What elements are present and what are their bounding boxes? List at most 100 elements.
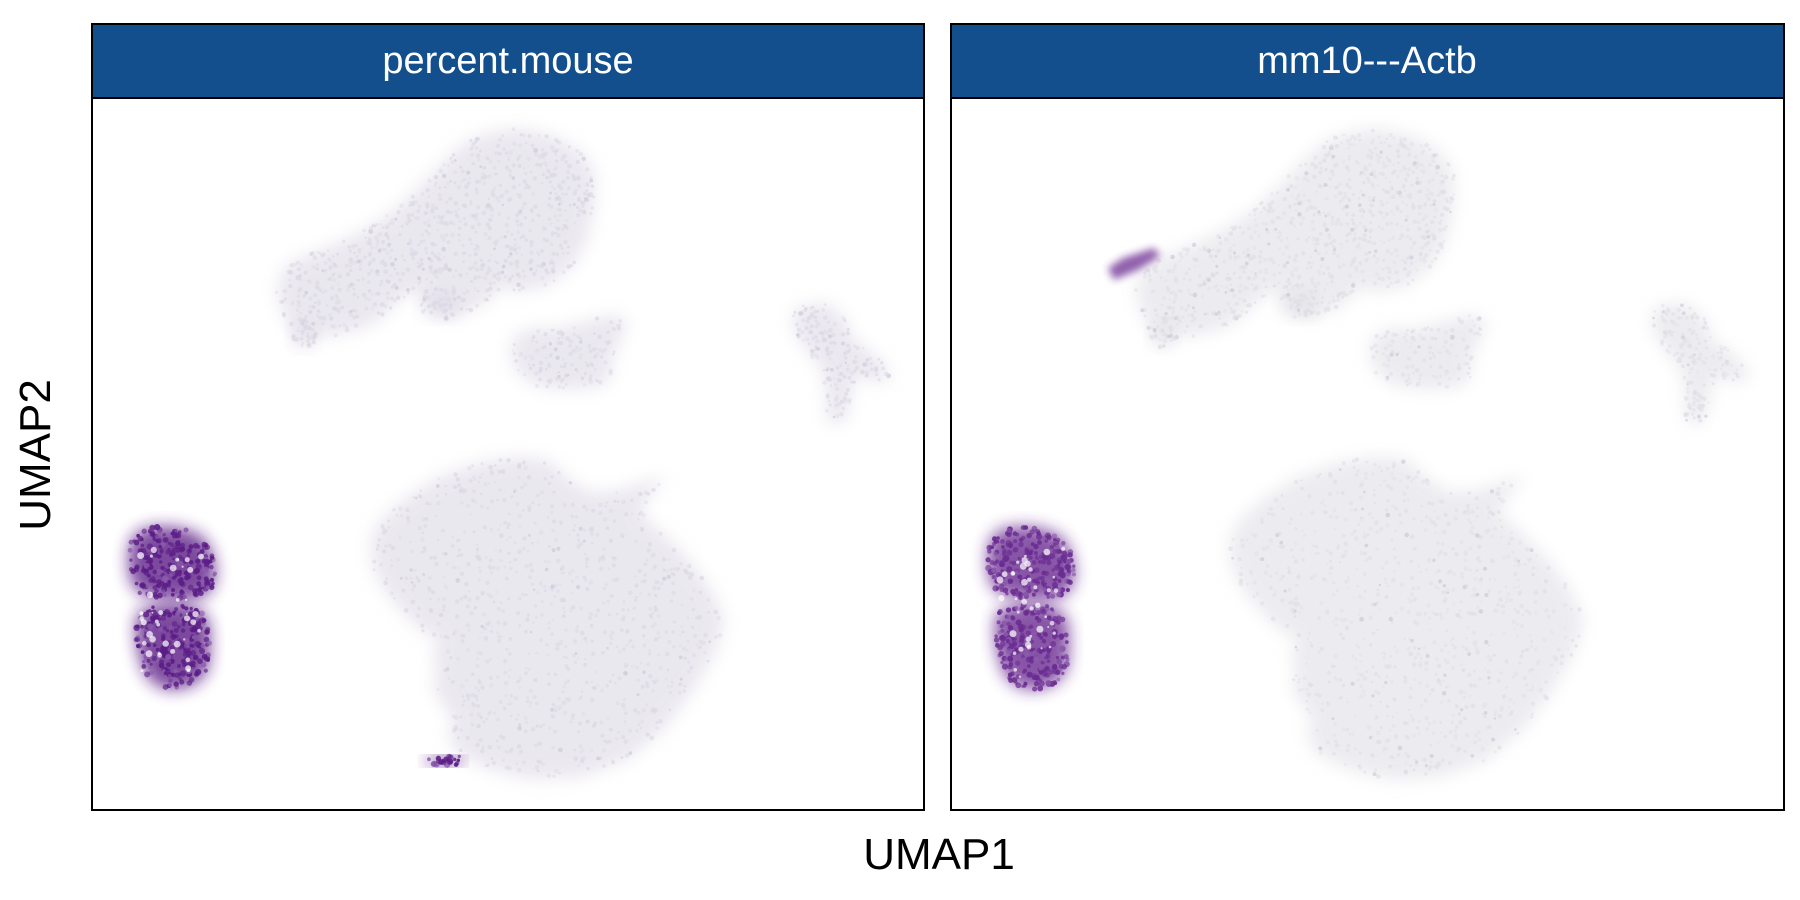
data-point (554, 148, 560, 153)
data-point (832, 322, 837, 327)
data-point (1380, 336, 1383, 340)
data-point (540, 276, 545, 281)
data-point (554, 226, 558, 229)
data-point (668, 690, 673, 695)
data-point (1559, 661, 1564, 666)
data-point (454, 210, 458, 213)
data-point (450, 160, 455, 165)
data-point (1436, 663, 1442, 669)
data-point (1484, 529, 1489, 534)
data-point (1362, 224, 1367, 229)
data-point (1362, 531, 1366, 535)
data-point (1374, 196, 1377, 200)
data-point (307, 336, 312, 341)
data-point (507, 158, 510, 162)
data-point (178, 554, 182, 559)
data-point (1331, 592, 1336, 597)
data-point (162, 537, 169, 543)
data-point (1537, 659, 1541, 664)
data-point (1519, 654, 1524, 659)
data-point (1362, 572, 1367, 577)
data-point (530, 727, 536, 732)
data-point (1385, 675, 1389, 679)
data-point (515, 570, 518, 573)
data-point (184, 606, 189, 611)
data-point (1324, 153, 1329, 158)
data-point (484, 205, 488, 209)
data-point (1329, 242, 1333, 246)
data-point (620, 534, 625, 539)
data-point (1322, 157, 1327, 163)
data-point (1571, 638, 1575, 643)
data-point (1372, 254, 1377, 259)
data-point (1236, 254, 1241, 259)
data-point (795, 333, 799, 337)
data-point (476, 650, 482, 656)
data-point (1320, 708, 1325, 713)
data-point (518, 192, 522, 197)
data-point (1317, 693, 1322, 698)
cluster-middle-small (510, 314, 628, 390)
data-point (837, 372, 842, 377)
data-point (462, 217, 466, 221)
data-point (1294, 202, 1298, 206)
data-point (648, 613, 654, 618)
data-point (375, 547, 379, 551)
data-point (1339, 696, 1343, 700)
data-point (448, 196, 453, 202)
data-point (535, 340, 538, 344)
data-point (822, 380, 827, 385)
data-point-gap (149, 554, 153, 558)
data-point (351, 260, 357, 266)
data-point (460, 179, 464, 183)
data-point (1415, 651, 1421, 657)
data-point (1733, 371, 1737, 375)
data-point (1699, 403, 1702, 407)
data-point (405, 267, 411, 272)
data-point (585, 641, 588, 644)
data-point (419, 489, 423, 493)
data-point (1253, 213, 1257, 217)
data-point (1413, 645, 1417, 650)
data-point (713, 609, 719, 615)
data-point (517, 767, 522, 773)
data-point (369, 245, 375, 250)
data-point (146, 609, 150, 614)
data-point (549, 602, 554, 606)
data-point (1267, 202, 1272, 207)
data-point (1684, 411, 1690, 417)
data-point (375, 242, 380, 246)
data-point (1516, 578, 1520, 582)
data-point (1183, 329, 1187, 334)
data-point (1343, 617, 1348, 622)
data-point (832, 340, 836, 344)
data-point (1279, 233, 1282, 237)
data-point (521, 508, 526, 512)
data-point (1404, 761, 1408, 765)
data-point (1693, 321, 1696, 325)
data-point (1396, 279, 1401, 284)
data-point (203, 668, 208, 673)
data-point (836, 401, 842, 407)
data-point (1309, 644, 1314, 648)
data-point (313, 331, 318, 336)
data-point (1333, 479, 1338, 483)
data-point (1322, 577, 1327, 582)
data-point (572, 639, 578, 644)
data-point (1429, 754, 1434, 759)
data-point (634, 595, 639, 599)
data-point (1527, 558, 1532, 563)
data-point (1363, 694, 1367, 697)
data-point (1170, 315, 1175, 321)
data-point (433, 253, 438, 258)
data-point (390, 296, 394, 300)
data-point (1466, 508, 1471, 513)
data-point (1237, 557, 1242, 562)
data-point (1338, 677, 1343, 682)
data-point (1413, 155, 1418, 160)
data-point (617, 325, 621, 329)
data-point (352, 292, 357, 297)
data-point (539, 583, 543, 586)
data-point (1379, 527, 1384, 532)
data-point (351, 282, 356, 288)
